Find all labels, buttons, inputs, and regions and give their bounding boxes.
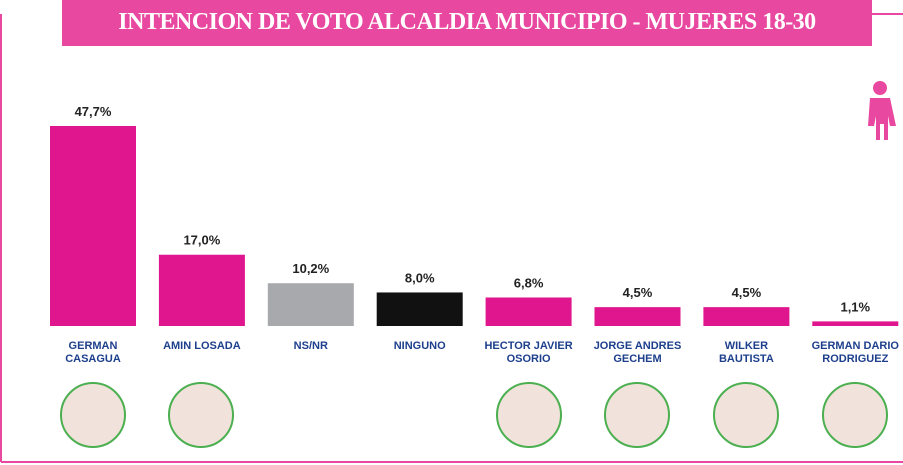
value-label: 47,7% [75,104,112,119]
value-label: 10,2% [292,261,329,276]
value-label: 4,5% [732,285,762,300]
bar [50,126,136,326]
x-tick-label: GERMAN DARIO RODRIGUEZ [807,340,903,366]
woman-icon [868,81,896,140]
bar [703,307,789,326]
value-label: 6,8% [514,275,544,290]
x-tick-label: GERMAN CASAGUA [45,340,141,366]
x-tick-label: AMIN LOSADA [154,340,250,353]
chart-title: INTENCION DE VOTO ALCALDIA MUNICIPIO - M… [62,0,872,46]
bar [268,283,354,326]
value-label: 1,1% [840,299,870,314]
x-tick-label: NINGUNO [372,340,468,353]
x-tick-label: HECTOR JAVIER OSORIO [481,340,577,366]
x-tick-label: NS/NR [263,340,359,353]
value-label: 8,0% [405,270,435,285]
x-tick-label: JORGE ANDRES GECHEM [590,340,686,366]
bar [595,307,681,326]
value-label: 17,0% [183,233,220,248]
chart-canvas: 47,7% 17,0% 10,2% 8,0% 6,8% 4,5% 4,5% 1,1% [0,0,903,465]
chart: 47,7% 17,0% 10,2% 8,0% 6,8% 4,5% 4,5% 1,1% INTE… [0,0,903,465]
photos [61,383,887,447]
value-label: 4,5% [623,285,653,300]
bar [812,321,898,326]
bar [486,297,572,326]
x-tick-label: WILKER BAUTISTA [698,340,794,366]
bar [159,255,245,326]
bar [377,292,463,326]
